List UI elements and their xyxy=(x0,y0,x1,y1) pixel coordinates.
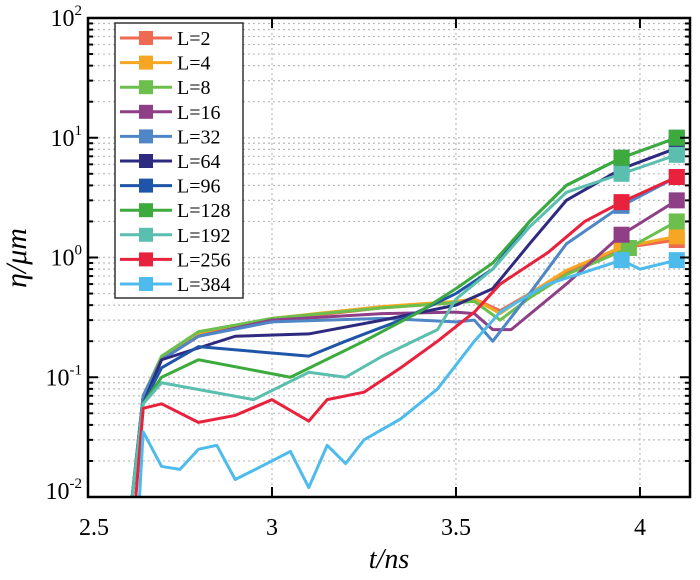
series-marker xyxy=(613,194,630,211)
legend-label: L=96 xyxy=(177,176,221,198)
legend-marker xyxy=(139,129,153,144)
legend-label: L=8 xyxy=(177,77,211,99)
series-marker xyxy=(668,252,685,269)
series-marker xyxy=(613,149,630,166)
legend-label: L=192 xyxy=(177,225,231,247)
legend-marker xyxy=(139,154,153,168)
x-axis-label: t/ns xyxy=(369,544,410,575)
x-tick-label: 3.5 xyxy=(441,515,471,541)
legend-marker xyxy=(139,252,153,267)
series-marker xyxy=(668,228,685,245)
legend-label: L=2 xyxy=(177,28,211,50)
series-marker xyxy=(668,146,685,163)
series-lines xyxy=(130,129,685,498)
series-marker xyxy=(613,252,630,269)
legend-marker xyxy=(139,104,153,119)
legend: L=2 L=4L=8 L=16L=32 L=64 L=96L=128 L=192L=256… xyxy=(114,22,244,299)
legend-label: L=128 xyxy=(177,200,231,222)
series-marker xyxy=(668,192,685,209)
legend-marker xyxy=(139,277,153,291)
legend-marker xyxy=(139,31,153,45)
y-tick-label: 10-2 xyxy=(46,476,83,505)
y-tick-label: 100 xyxy=(51,243,83,272)
legend-label: L=4 xyxy=(177,53,211,75)
legend-marker xyxy=(139,55,153,70)
series-marker xyxy=(668,213,685,230)
x-tick-label: 3 xyxy=(266,515,278,541)
y-tick-label: 10-1 xyxy=(46,362,83,391)
series-line xyxy=(138,258,678,498)
series-line xyxy=(130,220,678,498)
x-tick-label: 4 xyxy=(634,515,646,541)
y-tick-label: 102 xyxy=(51,3,83,32)
series-marker xyxy=(668,129,685,146)
series-line xyxy=(134,175,678,498)
legend-label: L=64 xyxy=(177,151,221,173)
series-marker xyxy=(613,226,630,243)
legend-marker xyxy=(139,227,153,242)
legend-label: L=256 xyxy=(177,249,231,271)
legend-label: L=32 xyxy=(177,126,221,148)
series-line xyxy=(130,136,678,498)
legend-marker xyxy=(139,203,153,218)
x-tick-label: 2.5 xyxy=(79,515,109,541)
legend-label: L=16 xyxy=(177,102,221,124)
series-marker xyxy=(668,169,685,186)
series-line xyxy=(130,153,678,498)
series-marker xyxy=(620,240,637,257)
legend-label: L=384 xyxy=(177,274,231,296)
legend-marker xyxy=(139,178,153,193)
y-tick-label: 101 xyxy=(51,123,83,152)
series-marker xyxy=(613,165,630,182)
y-axis-label: η/μm xyxy=(0,228,33,288)
legend-marker xyxy=(139,80,153,95)
ticks: 2.5 3 3.5 4 10-2 10-1 100 101 102 xyxy=(46,3,690,541)
